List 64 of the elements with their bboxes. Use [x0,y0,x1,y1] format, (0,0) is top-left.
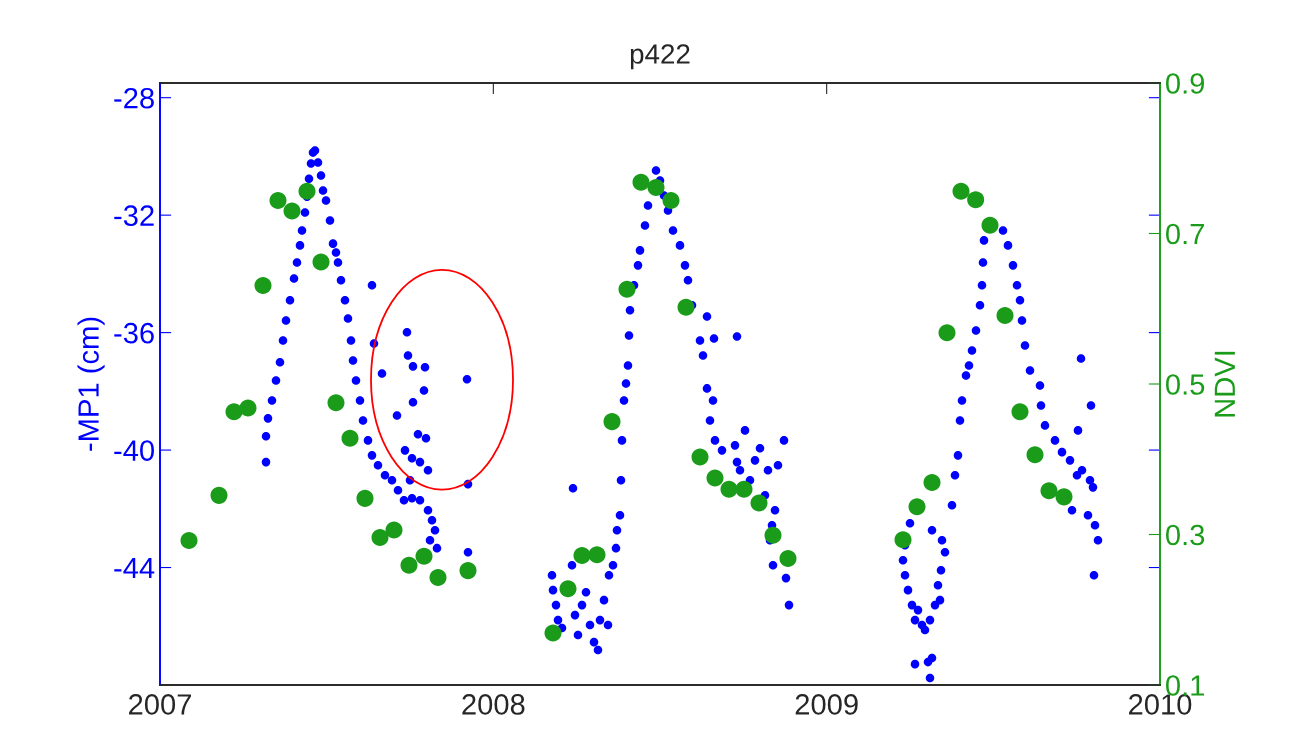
y2-axis-title: NDVI [1214,351,1235,417]
point [400,556,418,574]
y2-tick-label: 0.1 [1166,675,1204,696]
point [967,191,985,209]
point [691,448,709,466]
point [312,253,330,271]
point [706,469,724,487]
point [283,202,301,220]
y2-tick-label: 0.7 [1166,223,1204,245]
point [938,324,956,342]
y-tick-label: -32 [114,205,154,226]
point [544,624,562,642]
point [269,191,287,209]
point [779,550,797,568]
x-tick-label: 2008 [462,694,525,715]
point [239,399,257,417]
point [429,568,447,586]
x-tick-label: 2009 [795,694,858,715]
point [1040,482,1058,500]
point [632,173,650,191]
point [1026,446,1044,464]
point [415,547,433,565]
x-tick-label: 2010 [1129,694,1192,715]
point [720,480,738,498]
point [327,394,345,412]
point [356,489,374,507]
y2-tick-label: 0.3 [1166,524,1205,546]
point [1011,403,1029,421]
point [996,307,1014,325]
point [385,521,403,539]
y-tick-label: -40 [114,440,154,461]
point [573,547,591,565]
point [603,413,621,431]
point [298,182,316,200]
y-tick-label: -44 [114,558,155,579]
point [764,526,782,544]
point [908,498,926,516]
y-tick-label: -36 [114,322,154,344]
point [559,580,577,598]
point [952,182,970,200]
point [894,531,912,549]
point [750,494,768,512]
y-tick-label: -28 [114,87,154,109]
y2-tick-label: 0.9 [1166,73,1205,94]
point [341,429,359,447]
point [225,403,243,421]
point [254,276,272,294]
y2-tick-label: 0.5 [1166,374,1205,395]
y-axis-title: -MP1 (cm) [77,317,105,451]
point [618,280,636,298]
point [662,191,680,209]
point [923,474,941,492]
point [735,480,753,498]
point [588,546,606,564]
point [677,298,695,316]
point [981,216,999,234]
chart-title: p422 [630,44,690,70]
point [1055,488,1073,506]
x-tick-label: 2007 [129,694,191,715]
point [371,529,389,547]
point [180,532,198,550]
point [210,486,228,504]
point [459,562,477,580]
point [647,179,665,197]
